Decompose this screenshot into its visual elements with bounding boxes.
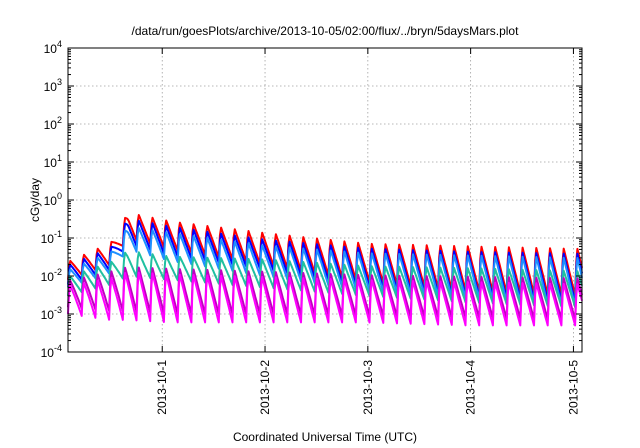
x-tick-label: 2013-10-2	[258, 360, 272, 415]
x-tick-label: 2013-10-3	[361, 360, 375, 415]
y-tick-label: 10-4	[41, 343, 62, 360]
y-tick-label: 10-2	[41, 267, 62, 284]
y-tick-label: 104	[44, 39, 62, 56]
series-line-4	[67, 251, 583, 308]
y-tick-label: 10-3	[41, 305, 62, 322]
chart-title: /data/run/goesPlots/archive/2013-10-05/0…	[132, 24, 520, 38]
series-line-3	[67, 227, 583, 308]
y-axis: 10-4 10-3 10-2 10-1 100 101 102 103 104	[41, 39, 582, 360]
y-tick-label: 100	[44, 191, 62, 208]
x-axis: 2013-10-1 2013-10-2 2013-10-3 2013-10-4 2013…	[155, 48, 580, 415]
x-tick-label: 2013-10-1	[155, 360, 169, 415]
y-axis-label: cGy/day	[28, 178, 42, 222]
y-tick-label: 102	[44, 115, 62, 132]
series-group	[67, 214, 583, 327]
grid	[68, 48, 582, 352]
x-axis-label: Coordinated Universal Time (UTC)	[233, 430, 417, 444]
series-line-6	[67, 271, 583, 327]
series-line-5	[67, 266, 583, 321]
x-tick-label: 2013-10-5	[566, 360, 580, 415]
y-tick-label: 103	[44, 77, 62, 94]
y-tick-label: 10-1	[41, 229, 62, 246]
x-tick-label: 2013-10-4	[464, 360, 478, 415]
y-tick-label: 101	[44, 153, 62, 170]
series-line-1	[67, 214, 583, 297]
